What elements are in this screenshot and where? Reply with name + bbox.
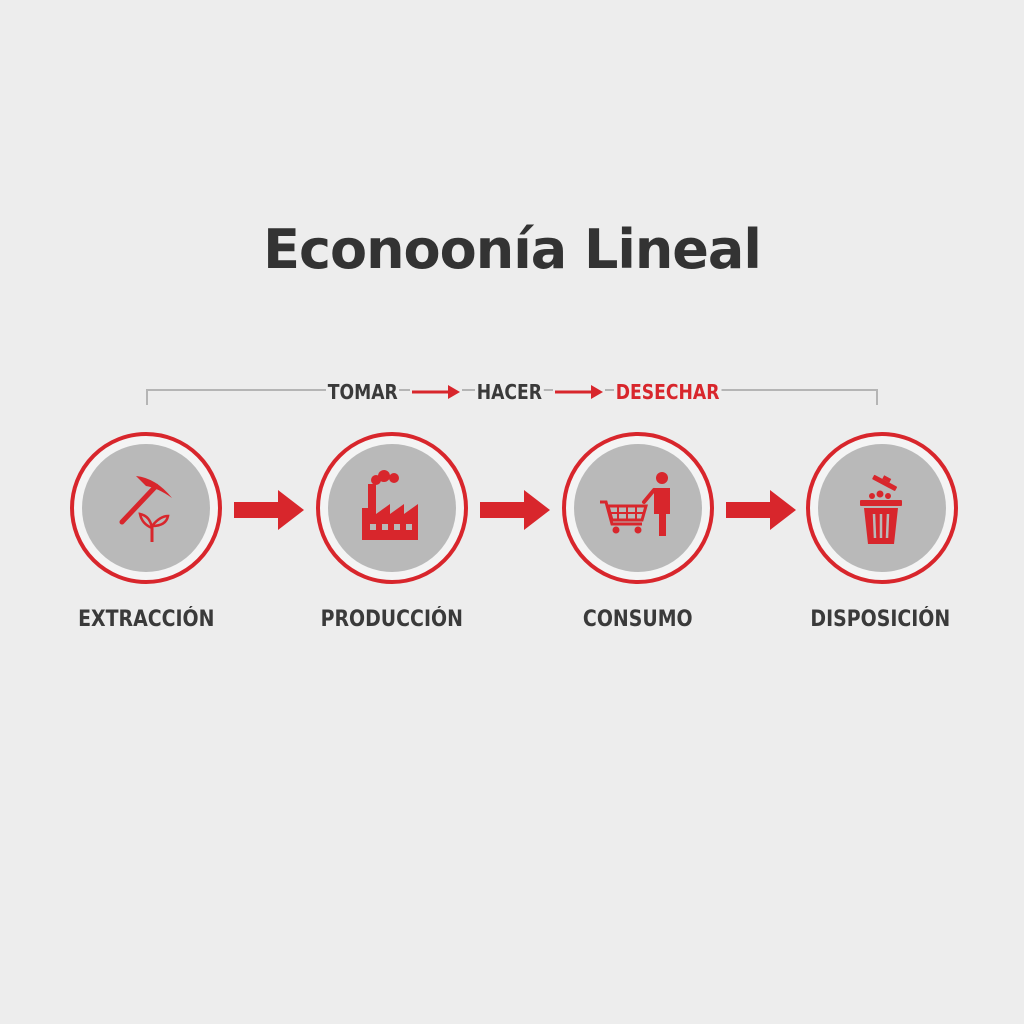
- shopping-cart-person-icon: [598, 468, 678, 548]
- stage-production: [316, 432, 468, 584]
- stage-label-disposal: DISPOSICIÓN: [810, 607, 950, 632]
- stage-label-extraction: EXTRACCIÓN: [77, 607, 215, 632]
- stage-label-production: PRODUCCIÓN: [320, 607, 464, 632]
- stage-disposal: [806, 432, 958, 584]
- pickaxe-plant-icon: [106, 468, 186, 548]
- phase-arrow-icon: [553, 382, 605, 402]
- trash-bin-icon: [842, 468, 922, 548]
- flow-arrow-icon: [234, 488, 306, 532]
- phase-take: TOMAR: [326, 378, 400, 406]
- stage-disc: [328, 444, 456, 572]
- stage-disc: [574, 444, 702, 572]
- stage-extraction: [70, 432, 222, 584]
- stage-disc: [82, 444, 210, 572]
- phase-arrow-icon: [410, 382, 462, 402]
- factory-icon: [352, 468, 432, 548]
- phase-dispose: DESECHAR: [614, 378, 722, 406]
- stage-label-consumption: CONSUMO: [583, 607, 693, 632]
- flow-arrow-icon: [726, 488, 798, 532]
- stage-consumption: [562, 432, 714, 584]
- diagram-title: Econoonía Lineal: [263, 218, 762, 281]
- phase-make: HACER: [475, 378, 544, 406]
- flow-arrow-icon: [480, 488, 552, 532]
